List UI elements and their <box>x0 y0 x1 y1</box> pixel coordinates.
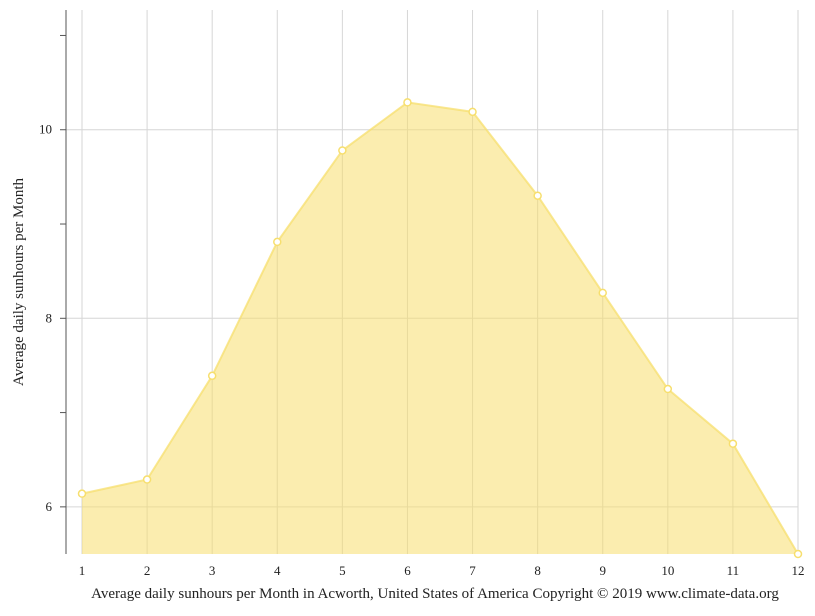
data-points <box>77 98 803 559</box>
series-area <box>82 102 798 555</box>
x-tick-label: 9 <box>599 563 606 578</box>
x-tick-label: 4 <box>274 563 281 578</box>
data-point <box>273 237 282 247</box>
y-tick-label: 8 <box>46 310 53 325</box>
data-point <box>728 439 738 448</box>
data-point <box>338 146 347 155</box>
x-tick-label: 1 <box>79 563 86 578</box>
axes <box>60 10 67 554</box>
chart-caption: Average daily sunhours per Month in Acwo… <box>91 586 779 602</box>
x-tick-label: 7 <box>469 563 476 578</box>
y-tick-label: 6 <box>46 499 53 514</box>
y-tick-label: 10 <box>39 122 52 137</box>
data-point <box>142 475 152 484</box>
x-tick-label: 10 <box>661 563 674 578</box>
x-tick-label: 5 <box>339 563 346 578</box>
x-tick-label: 11 <box>727 563 740 578</box>
data-point <box>77 489 87 498</box>
data-point <box>598 288 607 298</box>
data-point <box>793 549 803 559</box>
y-axis-title: Average daily sunhours per Month <box>11 178 27 387</box>
x-tick-label: 3 <box>209 563 216 578</box>
data-point <box>663 384 673 394</box>
x-tick-label: 2 <box>144 563 151 578</box>
data-point <box>468 107 477 117</box>
x-tick-label: 12 <box>792 563 805 578</box>
series-line <box>81 101 799 555</box>
data-point <box>207 371 217 381</box>
data-point <box>403 98 412 107</box>
x-tick-label: 8 <box>534 563 541 578</box>
data-point <box>533 191 542 200</box>
area-layer <box>81 101 799 555</box>
x-tick-label: 6 <box>404 563 411 578</box>
